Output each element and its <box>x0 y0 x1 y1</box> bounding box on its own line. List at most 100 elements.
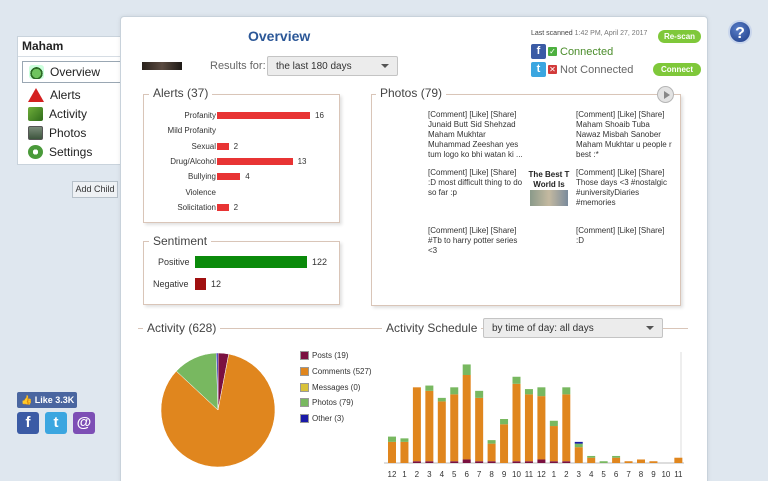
sidebar-item-activity[interactable]: Activity <box>18 104 122 123</box>
facebook-icon[interactable]: f <box>17 412 39 434</box>
pie-slice[interactable] <box>216 352 219 411</box>
schedule-bar[interactable] <box>450 461 459 463</box>
legend-swatch <box>300 414 309 424</box>
schedule-bar[interactable] <box>537 387 546 397</box>
schedule-bar[interactable] <box>388 436 396 442</box>
alert-row[interactable]: Solicitation 2 <box>144 200 344 215</box>
legend-item: Posts (19) <box>300 351 348 360</box>
schedule-bar[interactable] <box>425 390 434 462</box>
schedule-bar[interactable] <box>574 443 583 448</box>
schedule-bar[interactable] <box>425 385 434 391</box>
alert-row[interactable]: Sexual 2 <box>144 139 344 154</box>
photo-thumbnail[interactable]: The Best T World Is <box>528 168 570 208</box>
photo-item[interactable]: [Comment] [Like] [Share] Those days <3 #… <box>576 168 667 207</box>
chevron-down-icon <box>381 64 389 68</box>
schedule-bar[interactable] <box>500 419 509 425</box>
alert-row[interactable]: Profanity 16 <box>144 108 344 123</box>
schedule-tick-label: 7 <box>477 470 482 479</box>
legend-label: Comments (527) <box>312 366 372 376</box>
schedule-bar[interactable] <box>599 461 608 463</box>
schedule-bar[interactable] <box>649 461 658 463</box>
schedule-bar[interactable] <box>437 397 446 402</box>
add-child-button[interactable]: Add Child <box>72 181 118 198</box>
schedule-bar[interactable] <box>400 441 409 463</box>
schedule-bar[interactable] <box>574 447 583 463</box>
alert-row[interactable]: Drug/Alcohol 13 <box>144 154 344 169</box>
facebook-like-button[interactable]: 👍 Like 3.3K <box>17 392 77 408</box>
pie-slice[interactable] <box>160 353 276 468</box>
schedule-bar[interactable] <box>437 401 446 463</box>
schedule-bar[interactable] <box>487 461 496 463</box>
twitter-icon[interactable]: t <box>45 412 67 434</box>
schedule-bar[interactable] <box>475 397 484 462</box>
schedule-bar[interactable] <box>612 455 621 458</box>
schedule-bar[interactable] <box>388 441 396 463</box>
alert-row[interactable]: Violence <box>144 185 344 200</box>
photos-icon <box>28 125 43 140</box>
sidebar-item-photos[interactable]: Photos <box>18 123 122 142</box>
schedule-bar[interactable] <box>512 383 521 462</box>
schedule-bar[interactable] <box>562 387 571 395</box>
schedule-bar[interactable] <box>500 424 509 463</box>
sidebar-item-alerts[interactable]: Alerts <box>18 85 122 104</box>
schedule-bar[interactable] <box>587 457 596 463</box>
alert-count: 4 <box>245 172 250 182</box>
schedule-bar[interactable] <box>512 376 521 384</box>
email-icon[interactable]: @ <box>73 412 95 434</box>
schedule-bar[interactable] <box>462 459 471 463</box>
sentiment-positive-bar <box>195 256 307 268</box>
schedule-bar[interactable] <box>562 394 571 462</box>
photo-item[interactable]: [Comment] [Like] [Share] :D most difficu… <box>428 168 523 197</box>
alert-row[interactable]: Mild Profanity <box>144 123 344 138</box>
schedule-bar[interactable] <box>524 461 533 463</box>
schedule-bar[interactable] <box>637 459 645 463</box>
help-icon[interactable]: ? <box>728 20 752 44</box>
legend-swatch <box>300 351 309 360</box>
child-name: Maham <box>18 37 122 57</box>
play-icon[interactable] <box>657 86 674 103</box>
schedule-bar[interactable] <box>537 459 546 463</box>
schedule-tick-label: 4 <box>589 470 594 479</box>
schedule-bar[interactable] <box>524 389 533 395</box>
schedule-bar[interactable] <box>475 390 484 398</box>
rescan-button[interactable]: Re-scan <box>658 30 701 43</box>
photo-item[interactable]: [Comment] [Like] [Share] #Tb to harry po… <box>428 226 518 255</box>
schedule-bar[interactable] <box>412 461 421 463</box>
sidebar-item-label: Settings <box>49 144 93 159</box>
results-range-select[interactable]: the last 180 days <box>267 56 398 76</box>
schedule-bar[interactable] <box>462 364 471 375</box>
connect-twitter-button[interactable]: Connect <box>653 63 701 76</box>
schedule-bar[interactable] <box>450 387 459 395</box>
schedule-bar[interactable] <box>475 461 484 463</box>
schedule-bar[interactable] <box>487 443 496 462</box>
schedule-bar[interactable] <box>587 455 596 458</box>
photo-item[interactable]: [Comment] [Like] [Share] :D <box>576 226 665 245</box>
alert-row[interactable]: Bullying 4 <box>144 169 344 184</box>
photo-item[interactable]: [Comment] [Like] [Share] Junaid Butt Sid… <box>428 110 523 159</box>
schedule-bar[interactable] <box>549 426 558 462</box>
child-sidebar: Maham Overview Alerts Activity Photos Se… <box>17 36 126 165</box>
schedule-bar[interactable] <box>624 461 633 463</box>
sidebar-item-label: Activity <box>49 106 88 121</box>
schedule-bar[interactable] <box>524 394 533 462</box>
sidebar-item-settings[interactable]: Settings <box>18 142 122 161</box>
schedule-bar[interactable] <box>674 457 683 463</box>
schedule-bar[interactable] <box>537 396 546 460</box>
schedule-bar[interactable] <box>425 461 434 463</box>
schedule-bar[interactable] <box>562 461 571 463</box>
legend-label: Other (3) <box>312 414 345 424</box>
schedule-bar[interactable] <box>612 457 621 463</box>
sidebar-item-overview[interactable]: Overview <box>22 61 126 83</box>
photo-item[interactable]: [Comment] [Like] [Share] Maham Shoaib Tu… <box>576 110 672 159</box>
schedule-bar[interactable] <box>462 375 471 460</box>
schedule-range-select[interactable]: by time of day: all days <box>483 318 663 338</box>
schedule-bar[interactable] <box>487 440 496 444</box>
schedule-bar[interactable] <box>450 394 459 462</box>
schedule-bar[interactable] <box>412 387 421 462</box>
schedule-bar[interactable] <box>549 420 558 427</box>
schedule-bar[interactable] <box>512 461 521 463</box>
last-scanned-date: 1:42 PM, April 27, 2017 <box>574 30 648 37</box>
schedule-bar[interactable] <box>574 441 583 444</box>
schedule-bar[interactable] <box>400 438 409 442</box>
schedule-bar[interactable] <box>549 461 558 463</box>
